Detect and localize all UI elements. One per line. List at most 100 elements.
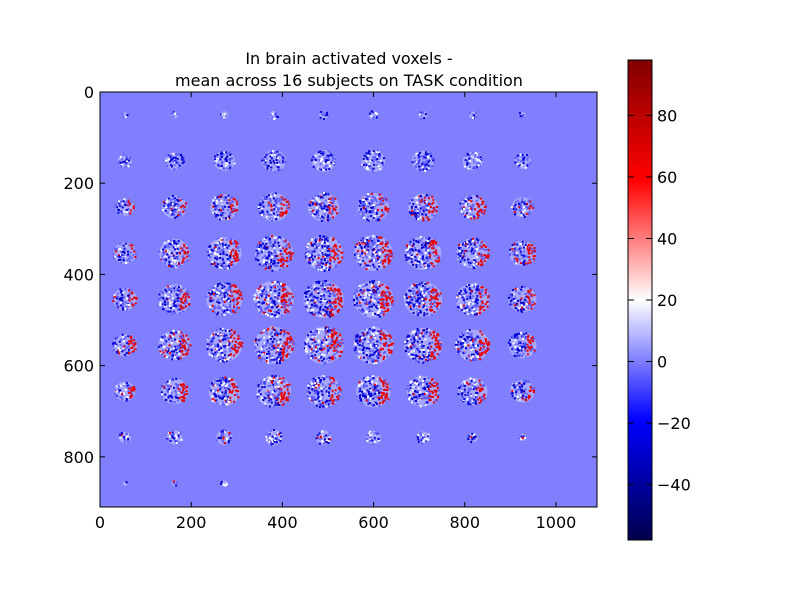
brain-slice bbox=[404, 236, 442, 271]
x-tick-label: 200 bbox=[176, 513, 207, 532]
brain-slice bbox=[121, 112, 129, 119]
brain-slice bbox=[352, 326, 394, 365]
brain-slice bbox=[253, 280, 295, 318]
brain-slice bbox=[507, 331, 537, 359]
brain-slice bbox=[357, 192, 390, 222]
brain-slice bbox=[510, 197, 535, 218]
heatmap-plot-area bbox=[99, 91, 598, 508]
brain-slice bbox=[467, 432, 479, 444]
brain-slice bbox=[114, 381, 136, 402]
x-tick-label: 1000 bbox=[536, 513, 577, 532]
x-tick-label: 400 bbox=[267, 513, 298, 532]
brain-slice bbox=[164, 152, 185, 171]
brain-slice bbox=[117, 153, 132, 168]
brain-slice bbox=[205, 281, 243, 316]
brain-slice bbox=[319, 110, 329, 120]
brain-slice bbox=[315, 430, 332, 445]
brain-slice bbox=[457, 377, 488, 406]
brain-slice bbox=[510, 379, 536, 403]
brain-slice bbox=[468, 111, 477, 119]
brain-slice bbox=[213, 150, 236, 171]
brain-slice bbox=[219, 111, 229, 119]
brain-slice bbox=[118, 431, 132, 443]
brain-slice bbox=[306, 375, 342, 409]
brain-slice bbox=[407, 193, 439, 222]
chart-title-line-1: In brain activated voxels - bbox=[245, 49, 452, 68]
brain-slice bbox=[220, 480, 228, 487]
brain-slice bbox=[261, 150, 287, 173]
brain-slice bbox=[418, 111, 428, 120]
brain-slice bbox=[112, 242, 137, 265]
brain-slice bbox=[257, 192, 290, 222]
brain-slice bbox=[206, 237, 242, 270]
y-tick-label: 800 bbox=[63, 448, 94, 467]
brain-slice bbox=[517, 433, 527, 442]
brain-slice bbox=[352, 280, 395, 318]
brain-slice bbox=[256, 374, 292, 408]
brain-slice bbox=[114, 198, 135, 216]
brain-slice bbox=[269, 110, 279, 121]
brain-slice bbox=[157, 329, 192, 361]
brain-slice bbox=[454, 329, 491, 362]
y-tick-label: 200 bbox=[63, 174, 94, 193]
brain-slice bbox=[514, 152, 531, 169]
x-tick-label: 0 bbox=[95, 513, 105, 532]
brain-slice bbox=[303, 235, 344, 272]
brain-slice bbox=[170, 111, 179, 119]
chart-title-line-2: mean across 16 subjects on TASK conditio… bbox=[175, 71, 523, 90]
brain-slice bbox=[303, 326, 345, 365]
brain-slice bbox=[112, 287, 138, 311]
y-axis: 0 200 400 600 800 bbox=[63, 83, 597, 467]
colorbar-tick-label: 20 bbox=[657, 291, 677, 310]
brain-slice bbox=[210, 194, 239, 221]
brain-slice bbox=[157, 284, 191, 315]
brain-slice bbox=[416, 431, 430, 445]
brain-slice bbox=[455, 283, 491, 316]
brain-slice bbox=[111, 333, 137, 358]
brain-slice bbox=[368, 110, 379, 120]
brain-slice bbox=[459, 194, 487, 220]
brain-slice bbox=[307, 191, 340, 222]
brain-slice bbox=[166, 430, 183, 445]
brain-slice bbox=[253, 326, 295, 365]
brain-slice bbox=[354, 234, 394, 271]
brain-slice bbox=[205, 327, 244, 363]
brain-slice bbox=[462, 151, 483, 171]
brain-slice bbox=[310, 150, 337, 172]
brain-slice bbox=[208, 376, 240, 407]
brain-slice bbox=[507, 285, 537, 313]
brain-slice bbox=[171, 480, 178, 487]
brain-slice bbox=[303, 280, 344, 318]
colorbar-tick-label: 60 bbox=[657, 168, 677, 187]
brain-slice bbox=[162, 194, 188, 219]
brain-slice bbox=[122, 481, 128, 486]
brain-slice bbox=[403, 281, 443, 317]
brain-slice bbox=[361, 149, 386, 173]
brain-slice bbox=[158, 239, 191, 269]
colorbar-tick-label: 0 bbox=[657, 353, 667, 372]
brain-slice bbox=[411, 150, 436, 172]
y-tick-label: 400 bbox=[63, 265, 94, 284]
x-axis: 0 200 400 600 800 1000 bbox=[95, 92, 576, 532]
brain-slice bbox=[405, 375, 440, 408]
brain-slice bbox=[356, 375, 391, 408]
colorbar-tick-label: −40 bbox=[657, 476, 691, 495]
brain-slice bbox=[215, 429, 233, 445]
colorbar-tick-label: 80 bbox=[657, 106, 677, 125]
brain-slice bbox=[366, 430, 381, 445]
brain-slice bbox=[518, 112, 526, 119]
colorbar-tick-label: −20 bbox=[657, 414, 691, 433]
brain-slice bbox=[254, 235, 295, 272]
brain-slice bbox=[265, 429, 283, 446]
y-tick-label: 600 bbox=[63, 357, 94, 376]
brain-slice bbox=[456, 237, 490, 270]
colorbar-ticks: −40 −20 0 20 40 60 80 bbox=[628, 106, 691, 495]
x-tick-label: 800 bbox=[449, 513, 480, 532]
brain-slice bbox=[403, 327, 443, 364]
brain-slice bbox=[160, 377, 189, 405]
colorbar-tick-label: 40 bbox=[657, 229, 677, 248]
colorbar: −40 −20 0 20 40 60 80 bbox=[627, 59, 691, 541]
x-tick-label: 600 bbox=[358, 513, 389, 532]
brain-slice bbox=[508, 240, 536, 267]
